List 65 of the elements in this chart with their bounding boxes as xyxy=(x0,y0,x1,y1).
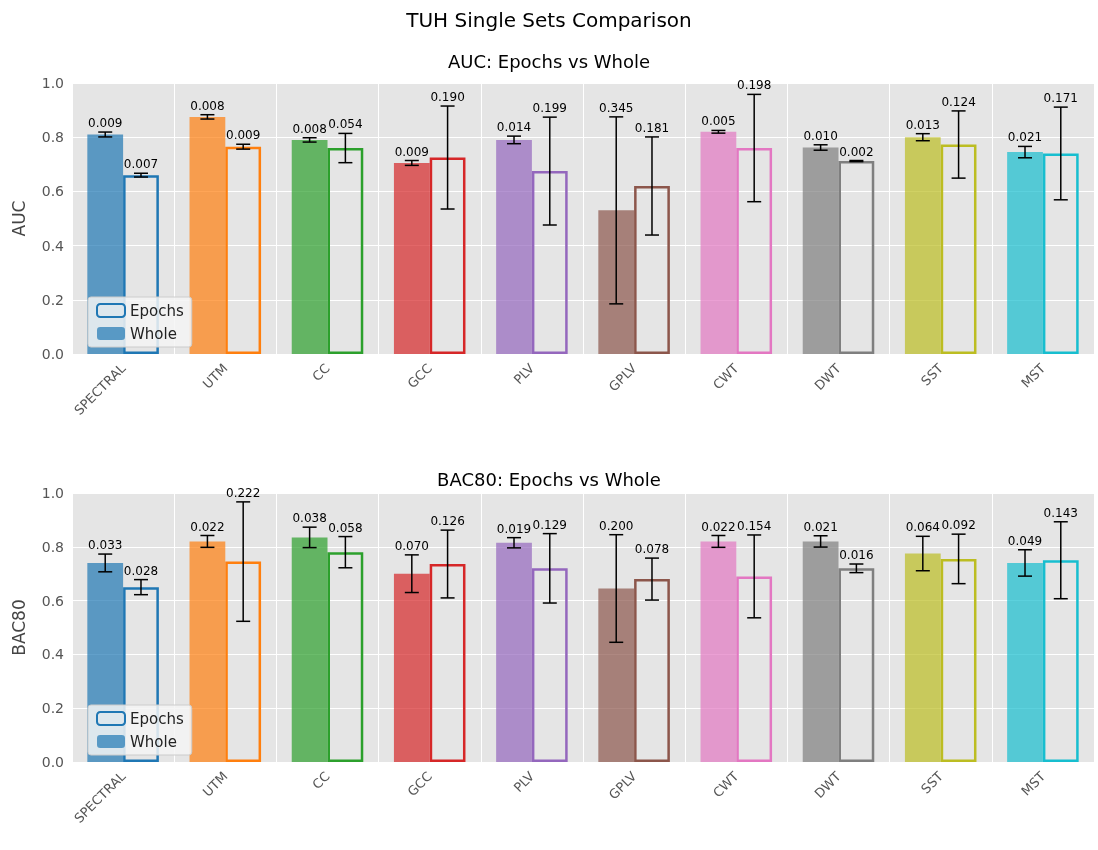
annotation: 0.038 xyxy=(292,511,327,526)
annotation: 0.049 xyxy=(1007,533,1043,548)
annotation: 0.021 xyxy=(803,519,838,534)
y-tick-label: 0.6 xyxy=(41,183,65,200)
chart-subtitle: AUC: Epochs vs Whole xyxy=(447,50,651,72)
y-tick-label: 0.2 xyxy=(41,291,64,308)
annotation: 0.198 xyxy=(737,78,772,93)
annotation: 0.200 xyxy=(599,518,634,533)
x-tick-label: CC xyxy=(309,768,333,793)
annotation: 0.009 xyxy=(394,144,429,159)
annotation: 0.013 xyxy=(905,117,940,132)
annotation: 0.016 xyxy=(839,548,874,563)
chart-title: TUH Single Sets Comparison xyxy=(405,8,692,32)
y-tick-label: 0.4 xyxy=(41,237,65,254)
y-tick-label: 0.8 xyxy=(41,129,64,146)
annotation: 0.009 xyxy=(226,128,261,143)
annotation: 0.222 xyxy=(226,485,261,500)
y-tick-label: 0.6 xyxy=(41,592,65,609)
y-tick-label: 0.0 xyxy=(41,346,64,362)
annotation: 0.199 xyxy=(532,101,567,116)
annotation: 0.154 xyxy=(737,518,772,533)
annotation: 0.005 xyxy=(701,114,736,129)
annotation: 0.010 xyxy=(803,128,838,143)
y-tick-label: 0.4 xyxy=(41,646,65,663)
annotation: 0.092 xyxy=(941,518,976,533)
y-tick-label: 0.2 xyxy=(41,700,64,717)
annotation: 0.019 xyxy=(496,521,532,536)
annotation: 0.190 xyxy=(430,90,465,105)
y-axis-title: AUC xyxy=(8,200,29,237)
annotation: 0.181 xyxy=(634,120,670,135)
annotation: 0.002 xyxy=(839,144,874,159)
y-tick-label: 0.0 xyxy=(41,754,64,770)
chart-title: BAC80: Epochs vs Whole xyxy=(437,468,661,490)
annotation: 0.007 xyxy=(123,157,159,172)
annotation: 0.028 xyxy=(123,563,159,578)
annotation: 0.129 xyxy=(532,517,567,532)
y-tick-label: 1.0 xyxy=(41,485,64,501)
annotation: 0.058 xyxy=(328,520,363,535)
annotation: 0.008 xyxy=(292,121,327,136)
annotation: 0.033 xyxy=(88,538,123,553)
annotation: 0.054 xyxy=(328,117,363,132)
annotation: 0.022 xyxy=(701,519,736,534)
annotation: 0.008 xyxy=(190,98,225,113)
x-tick-label: PLV xyxy=(510,360,538,388)
annotation: 0.171 xyxy=(1043,91,1078,106)
annotation: 0.064 xyxy=(905,520,940,535)
y-tick-label: 0.8 xyxy=(41,538,64,555)
annotation: 0.078 xyxy=(634,542,670,557)
legend-label: Whole xyxy=(130,324,177,343)
annotation: 0.124 xyxy=(941,94,976,109)
annotation: 0.022 xyxy=(190,519,225,534)
annotation: 0.014 xyxy=(496,120,532,135)
annotation: 0.021 xyxy=(1007,130,1043,145)
annotation: 0.070 xyxy=(394,538,429,553)
annotation: 0.009 xyxy=(88,116,123,131)
annotation: 0.345 xyxy=(599,100,634,115)
annotation: 0.126 xyxy=(430,514,465,529)
x-tick-label: PLV xyxy=(510,768,538,796)
y-tick-label: 1.0 xyxy=(41,75,64,91)
legend-label: Epochs xyxy=(130,301,184,320)
x-tick-label: CC xyxy=(309,360,333,385)
annotation: 0.143 xyxy=(1043,505,1078,520)
legend-label: Epochs xyxy=(130,709,184,728)
legend-label: Whole xyxy=(130,732,177,751)
y-axis-title: BAC80 xyxy=(8,599,29,656)
